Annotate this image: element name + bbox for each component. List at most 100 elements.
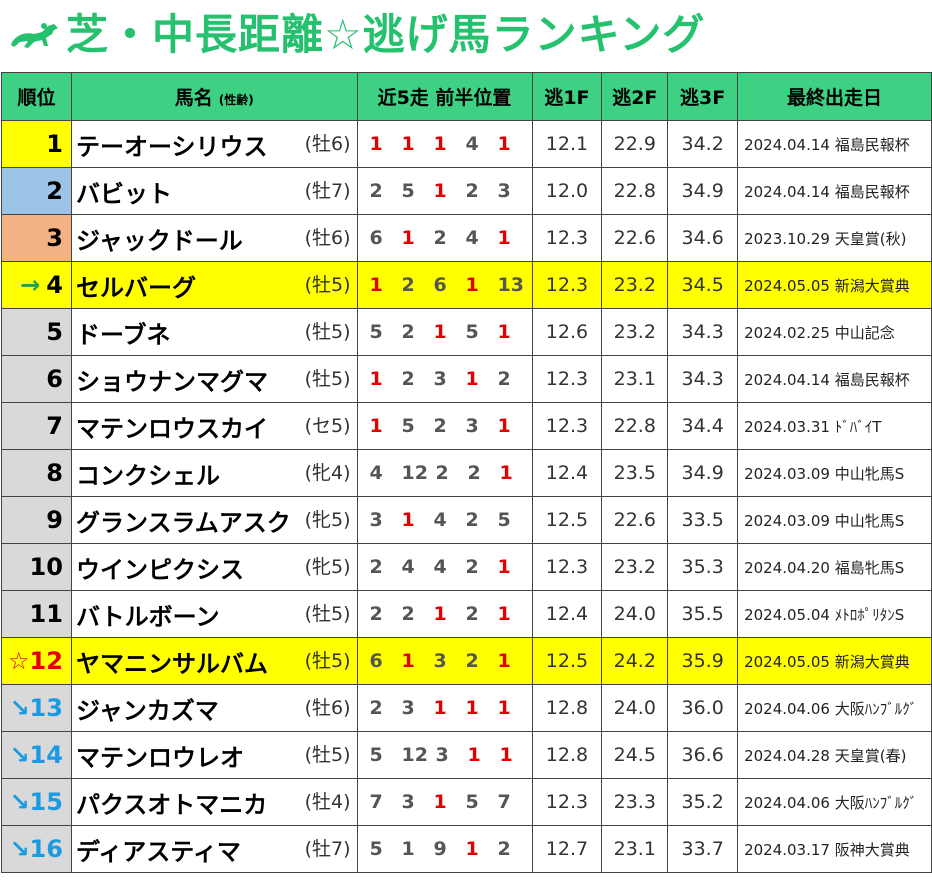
rank-number: 2 xyxy=(46,177,63,205)
lap-f3: 35.5 xyxy=(667,590,739,638)
col-f3: 逃3F xyxy=(667,72,739,121)
horse-name: ショウナンマグマ xyxy=(75,367,268,396)
position-value: 1 xyxy=(497,650,511,672)
position-value: 5 xyxy=(465,791,479,813)
position-value: 5 xyxy=(369,744,383,766)
position-value: 1 xyxy=(401,133,415,155)
arrow-down-right-icon: ↘ xyxy=(9,835,30,863)
position-value: 13 xyxy=(497,274,524,296)
lap-f2: 23.3 xyxy=(601,778,669,826)
lap-f3: 34.4 xyxy=(667,402,739,450)
table-row: 9 グランスラムアスク (牝5) 3 1 4 2 5 12.5 22.6 33.5 2024.03.0… xyxy=(1,496,932,544)
sex-age: (牡6) xyxy=(304,697,351,719)
position-value: 1 xyxy=(433,180,447,202)
position-value: 2 xyxy=(497,368,511,390)
lap-f1: 12.0 xyxy=(531,167,603,215)
position-value: 4 xyxy=(465,133,479,155)
sex-age: (牡7) xyxy=(304,180,351,202)
rank-cell: → 4 xyxy=(1,261,72,309)
rank-number: 3 xyxy=(46,224,63,252)
rank-cell: 9 xyxy=(1,496,72,544)
rank-cell: 5 xyxy=(1,308,72,356)
horse-name-cell: コンクシェル (牝4) xyxy=(70,449,358,497)
last-race-cell: 2024.04.14 福島民報杯 xyxy=(737,355,932,403)
position-value: 6 xyxy=(369,650,383,672)
position-value: 3 xyxy=(433,368,447,390)
lap-f3: 34.9 xyxy=(667,167,739,215)
table-row: 7 マテンロウスカイ (セ5) 1 5 2 3 1 12.3 22.8 34.4 2024.03.31… xyxy=(1,402,932,450)
rank-cell: 8 xyxy=(1,449,72,497)
rank-number: 5 xyxy=(46,318,63,346)
position-value: 2 xyxy=(401,603,415,625)
rank-cell: ↘16 xyxy=(1,825,72,873)
position-value: 1 xyxy=(467,744,481,766)
lap-f1: 12.3 xyxy=(531,402,603,450)
lap-f1: 12.8 xyxy=(531,731,603,779)
lap-f1: 12.3 xyxy=(531,214,603,262)
header-row: 順位 馬名 (性齢) 近5走 前半位置 逃1F 逃2F 逃3F 最終出走日 xyxy=(1,72,932,121)
rank-number: 11 xyxy=(29,600,63,628)
position-value: 2 xyxy=(369,180,383,202)
horse-name-cell: ショウナンマグマ (牡5) xyxy=(70,355,358,403)
position-value: 9 xyxy=(433,838,447,860)
col-rank: 順位 xyxy=(1,72,72,121)
lap-f3: 33.5 xyxy=(667,496,739,544)
position-value: 7 xyxy=(497,791,511,813)
lap-f2: 22.8 xyxy=(601,402,669,450)
recent-positions-cell: 4 12 2 2 1 xyxy=(356,449,533,497)
lap-f2: 23.2 xyxy=(601,261,669,309)
rank-cell: 2 xyxy=(1,167,72,215)
position-value: 4 xyxy=(465,227,479,249)
table-row: ↘13 ジャンカズマ (牡6) 2 3 1 1 1 12.8 24.0 36.0 2024.04.06… xyxy=(1,684,932,732)
rank-cell: 6 xyxy=(1,355,72,403)
position-value: 1 xyxy=(401,838,415,860)
position-value: 1 xyxy=(401,509,415,531)
lap-f3: 35.3 xyxy=(667,543,739,591)
position-value: 6 xyxy=(369,227,383,249)
position-value: 5 xyxy=(369,838,383,860)
position-value: 5 xyxy=(369,321,383,343)
rank-number: 7 xyxy=(46,412,63,440)
col-f1: 逃1F xyxy=(531,72,603,121)
lap-f3: 34.6 xyxy=(667,214,739,262)
last-race-cell: 2024.05.04 ﾒﾄﾛﾎﾟﾘﾀﾝS xyxy=(737,590,932,638)
horse-name: セルバーグ xyxy=(75,273,196,302)
horse-name-cell: ジャックドール (牡6) xyxy=(70,214,358,262)
lap-f3: 35.9 xyxy=(667,637,739,685)
lap-f2: 24.0 xyxy=(601,590,669,638)
lap-f1: 12.5 xyxy=(531,637,603,685)
last-race-cell: 2024.04.20 福島牝馬S xyxy=(737,543,932,591)
position-value: 1 xyxy=(465,838,479,860)
table-row: ↘15 パクスオトマニカ (牡4) 7 3 1 5 7 12.3 23.3 35.2 2024.04.… xyxy=(1,778,932,826)
col-sex-age-label: (性齢) xyxy=(218,93,254,107)
position-value: 1 xyxy=(497,603,511,625)
last-race-cell: 2024.04.14 福島民報杯 xyxy=(737,167,932,215)
sex-age: (牝4) xyxy=(304,462,351,484)
table-row: 1 テーオーシリウス (牡6) 1 1 1 4 1 12.1 22.9 34.2 2024.04.14… xyxy=(1,120,932,168)
horse-name: グランスラムアスク xyxy=(75,508,291,537)
col-name: 馬名 (性齢) xyxy=(70,72,358,121)
rank-number: 16 xyxy=(29,835,63,863)
position-value: 3 xyxy=(433,650,447,672)
position-value: 1 xyxy=(465,697,479,719)
rank-number: 4 xyxy=(46,271,63,299)
position-value: 1 xyxy=(499,744,513,766)
position-value: 2 xyxy=(401,368,415,390)
horse-name: ディアスティマ xyxy=(75,837,241,866)
col-name-label: 馬名 xyxy=(174,87,213,109)
lap-f1: 12.4 xyxy=(531,449,603,497)
horse-name-cell: マテンロウスカイ (セ5) xyxy=(70,402,358,450)
position-value: 5 xyxy=(401,180,415,202)
last-race-cell: 2024.03.31 ﾄﾞﾊﾞｲT xyxy=(737,402,932,450)
sex-age: (牡5) xyxy=(304,321,351,343)
horse-name: マテンロウスカイ xyxy=(75,414,268,443)
position-value: 1 xyxy=(465,274,479,296)
position-value: 3 xyxy=(401,697,415,719)
table-row: 6 ショウナンマグマ (牡5) 1 2 3 1 2 12.3 23.1 34.3 2024.04.14… xyxy=(1,355,932,403)
lap-f3: 35.2 xyxy=(667,778,739,826)
table-row: 5 ドーブネ (牡5) 5 2 1 5 1 12.6 23.2 34.3 2024.02.25 中山記… xyxy=(1,308,932,356)
